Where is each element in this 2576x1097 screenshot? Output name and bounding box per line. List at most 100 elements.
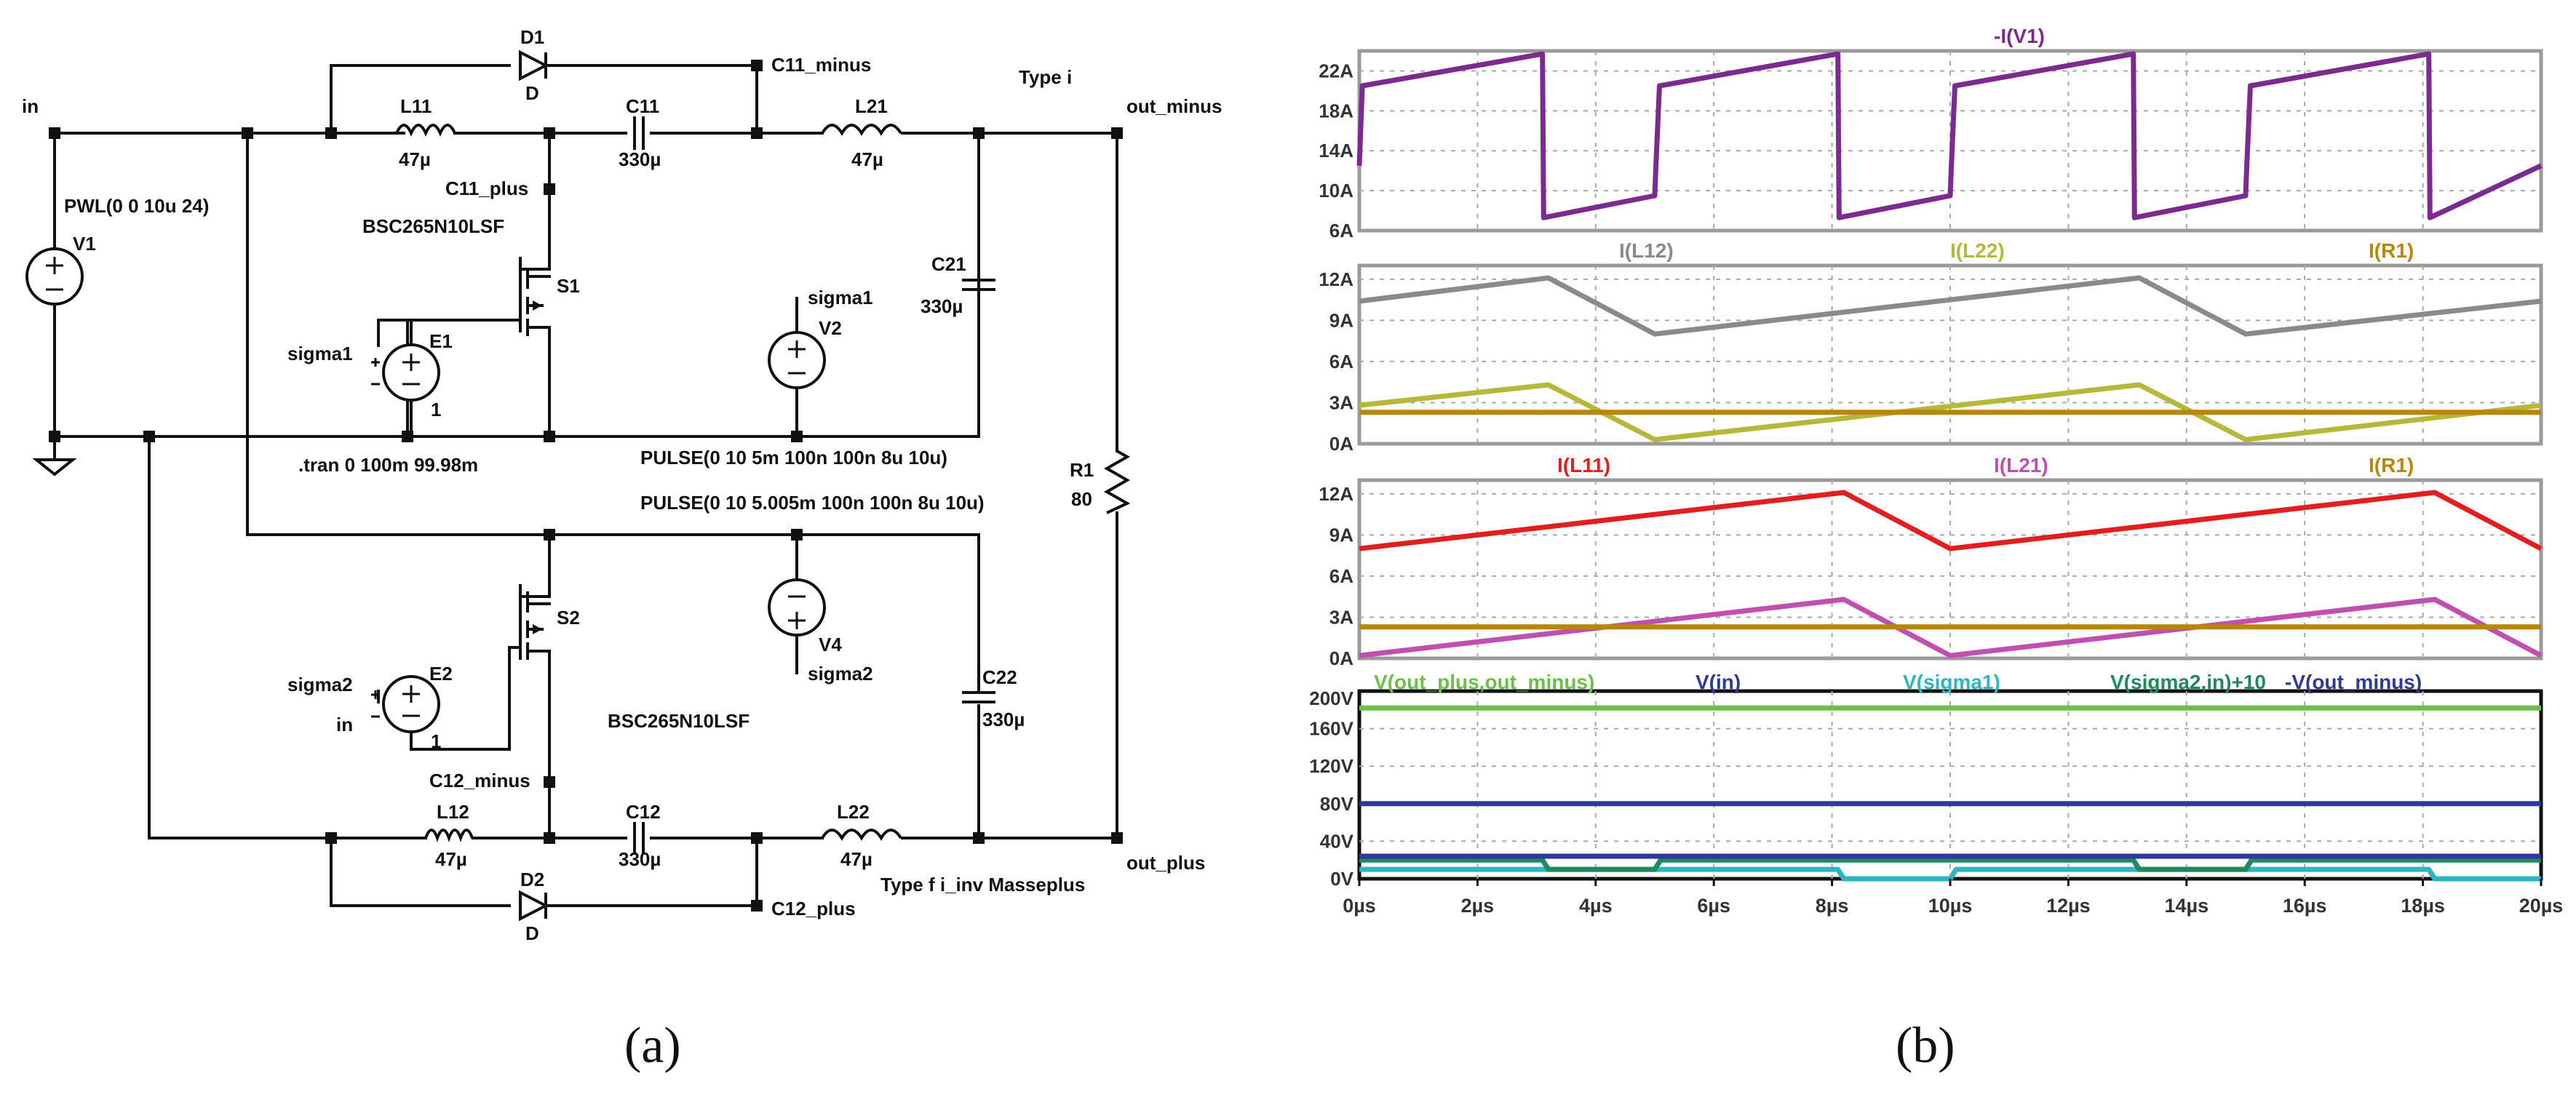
series-legend-label: I(L21) bbox=[1994, 454, 2048, 476]
x-tick-label: 14µs bbox=[2164, 895, 2209, 917]
series-legend-label: I(L12) bbox=[1619, 239, 1674, 262]
x-tick-label: 20µs bbox=[2519, 895, 2564, 917]
label-d2: D2 bbox=[520, 869, 544, 890]
junction bbox=[49, 431, 60, 442]
label-c11: C11 bbox=[626, 95, 659, 117]
x-tick-label: 2µs bbox=[1461, 895, 1495, 917]
pulse2-label: PULSE(0 10 5.005m 100n 100n 8u 10u) bbox=[640, 492, 985, 514]
x-tick-label: 10µs bbox=[1928, 895, 1973, 917]
y-tick-label: 80V bbox=[1320, 793, 1354, 815]
x-tick-label: 4µs bbox=[1579, 895, 1613, 917]
y-tick-label: 120V bbox=[1309, 755, 1353, 777]
y-tick-label: 0V bbox=[1330, 868, 1353, 890]
y-tick-label: 6A bbox=[1329, 220, 1353, 242]
series-line-0 bbox=[1359, 275, 2542, 337]
mosfet-arrow-s1 bbox=[533, 300, 542, 311]
y-tick-label: 0A bbox=[1329, 647, 1353, 669]
net-label-c12-plus: C12_plus bbox=[771, 898, 856, 920]
label-c12-val: 330µ bbox=[619, 848, 661, 870]
inductor-l22 bbox=[821, 829, 902, 841]
junction bbox=[325, 127, 337, 139]
diode-d1 bbox=[519, 49, 549, 81]
label-c11-val: 330µ bbox=[619, 148, 661, 170]
inductor-l21 bbox=[821, 124, 902, 136]
series-legend-label: I(R1) bbox=[2369, 454, 2414, 476]
junction bbox=[544, 832, 555, 844]
plot-panel-frame bbox=[1357, 478, 2543, 661]
label-l12: L12 bbox=[437, 801, 469, 823]
junction bbox=[751, 832, 763, 844]
junction bbox=[973, 127, 985, 139]
net-label-in-e2: in bbox=[336, 714, 353, 735]
label-l11-val: 47µ bbox=[399, 148, 431, 170]
y-tick-label: 0A bbox=[1329, 433, 1353, 455]
label-l11: L11 bbox=[400, 95, 432, 117]
y-tick-label: 22A bbox=[1319, 60, 1353, 81]
junction bbox=[402, 431, 413, 442]
mosfet-model-s2: BSC265N10LSF bbox=[608, 710, 750, 732]
net-label-c12-minus: C12_minus bbox=[429, 770, 530, 791]
series-legend-label: I(L11) bbox=[1557, 454, 1610, 476]
tran-label: .tran 0 100m 99.98m bbox=[298, 454, 478, 476]
label-l22: L22 bbox=[837, 801, 870, 823]
junction bbox=[544, 183, 555, 195]
series-legend-label: V(sigma1) bbox=[1903, 671, 2000, 693]
junction bbox=[544, 776, 555, 788]
series-line-3 bbox=[1359, 857, 2541, 872]
x-tick-label: 8µs bbox=[1816, 895, 1849, 917]
mosfet-model-s1: BSC265N10LSF bbox=[362, 215, 504, 237]
capacitor-c21 bbox=[962, 279, 995, 291]
y-tick-label: 40V bbox=[1320, 830, 1354, 852]
capacitor-c22 bbox=[962, 691, 995, 703]
source-e1 bbox=[382, 343, 440, 402]
junction bbox=[791, 529, 803, 540]
circuit-schematic: in PWL(0 0 10u 24) V1 D1 D C11_minus L11… bbox=[22, 26, 1222, 1074]
capacitor-c11 bbox=[633, 116, 645, 150]
type-i-label: Type i bbox=[1019, 66, 1072, 88]
label-v4: V4 bbox=[819, 634, 842, 655]
label-c21: C21 bbox=[931, 253, 966, 275]
source-e2 bbox=[382, 675, 440, 733]
label-v2: V2 bbox=[819, 317, 842, 339]
series-legend-label: I(L22) bbox=[1950, 239, 2005, 262]
label-c21-val: 330µ bbox=[921, 295, 963, 317]
label-l22-val: 47µ bbox=[840, 848, 872, 870]
wire-s2-rail bbox=[246, 132, 980, 839]
series-legend-label: V(in) bbox=[1696, 671, 1741, 693]
x-tick-label: 6µs bbox=[1697, 895, 1730, 917]
series-legend-label: I(R1) bbox=[2369, 239, 2414, 262]
diode-d2 bbox=[519, 890, 549, 922]
x-tick-label: 12µs bbox=[2046, 895, 2091, 917]
net-label-c11-minus: C11_minus bbox=[771, 54, 871, 76]
series-line-2 bbox=[1359, 866, 2541, 882]
mosfet-arrow-s2 bbox=[533, 624, 542, 634]
resistor-r1 bbox=[1103, 450, 1131, 514]
label-l12-val: 47µ bbox=[435, 848, 467, 870]
wire-e1 bbox=[377, 319, 413, 438]
label-r1: R1 bbox=[1070, 459, 1094, 481]
x-tick-label: 0µs bbox=[1343, 895, 1376, 917]
y-tick-label: 160V bbox=[1309, 718, 1353, 740]
e1-polarity bbox=[371, 358, 380, 386]
junction bbox=[751, 60, 763, 71]
net-label-sigma1-v2: sigma1 bbox=[808, 287, 873, 308]
series-line-0 bbox=[1359, 490, 2543, 551]
net-label-c11-plus: C11_plus bbox=[445, 177, 528, 199]
junction bbox=[325, 832, 337, 844]
label-c12: C12 bbox=[626, 801, 661, 823]
y-tick-label: 200V bbox=[1309, 687, 1353, 709]
label-l21-val: 47µ bbox=[851, 148, 883, 170]
y-tick-label: 6A bbox=[1329, 351, 1353, 372]
y-tick-label: 14A bbox=[1319, 140, 1353, 161]
junction bbox=[242, 127, 253, 139]
y-tick-label: 9A bbox=[1329, 309, 1353, 331]
series-legend-label: V(sigma2,in)+10 bbox=[2110, 671, 2266, 693]
label-e1-gain: 1 bbox=[431, 399, 441, 420]
net-label-in: in bbox=[22, 95, 39, 117]
junction bbox=[544, 529, 555, 540]
net-label-sigma1-e1: sigma1 bbox=[287, 343, 353, 364]
label-l21: L21 bbox=[855, 95, 888, 117]
label-e2-gain: 1 bbox=[431, 730, 441, 752]
series-legend-label: -V(out_minus) bbox=[2285, 671, 2422, 693]
source-v1 bbox=[25, 247, 84, 306]
